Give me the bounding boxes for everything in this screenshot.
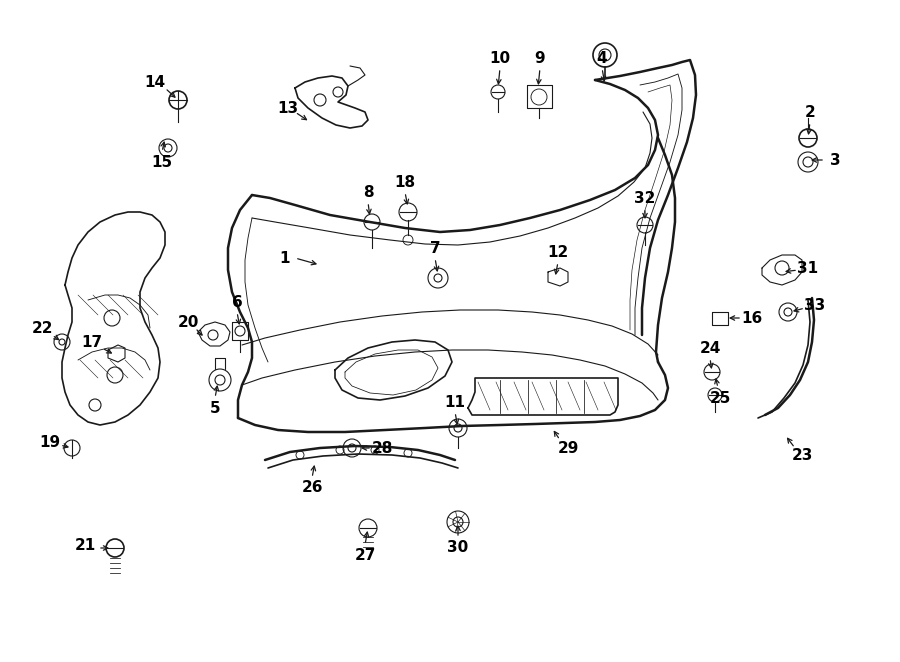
Text: 15: 15 bbox=[151, 154, 173, 169]
Text: 27: 27 bbox=[355, 547, 375, 563]
Text: 11: 11 bbox=[445, 395, 465, 410]
Text: 8: 8 bbox=[363, 185, 374, 199]
Text: 31: 31 bbox=[797, 261, 819, 275]
Text: 19: 19 bbox=[40, 434, 60, 449]
Text: 29: 29 bbox=[557, 440, 579, 455]
Text: 21: 21 bbox=[75, 538, 95, 553]
Text: 32: 32 bbox=[634, 191, 656, 205]
Text: 14: 14 bbox=[144, 75, 166, 89]
Text: 28: 28 bbox=[372, 440, 392, 455]
Text: 2: 2 bbox=[805, 105, 815, 120]
Text: 33: 33 bbox=[805, 297, 825, 312]
Text: 26: 26 bbox=[302, 481, 323, 495]
Text: 16: 16 bbox=[742, 310, 762, 326]
Text: 18: 18 bbox=[394, 175, 416, 189]
Text: 22: 22 bbox=[32, 320, 53, 336]
Text: 3: 3 bbox=[830, 152, 841, 167]
Text: 17: 17 bbox=[81, 334, 103, 350]
Text: 6: 6 bbox=[231, 295, 242, 310]
Text: 12: 12 bbox=[547, 244, 569, 260]
Text: 25: 25 bbox=[709, 391, 731, 406]
Text: 7: 7 bbox=[429, 240, 440, 256]
Text: 5: 5 bbox=[210, 401, 220, 416]
Text: 4: 4 bbox=[597, 50, 608, 66]
Text: 10: 10 bbox=[490, 50, 510, 66]
Text: 30: 30 bbox=[447, 540, 469, 555]
Text: 24: 24 bbox=[699, 340, 721, 355]
Text: 13: 13 bbox=[277, 101, 299, 115]
Text: 1: 1 bbox=[280, 250, 291, 265]
Text: 20: 20 bbox=[177, 314, 199, 330]
Text: 23: 23 bbox=[791, 448, 813, 463]
Text: 9: 9 bbox=[535, 50, 545, 66]
